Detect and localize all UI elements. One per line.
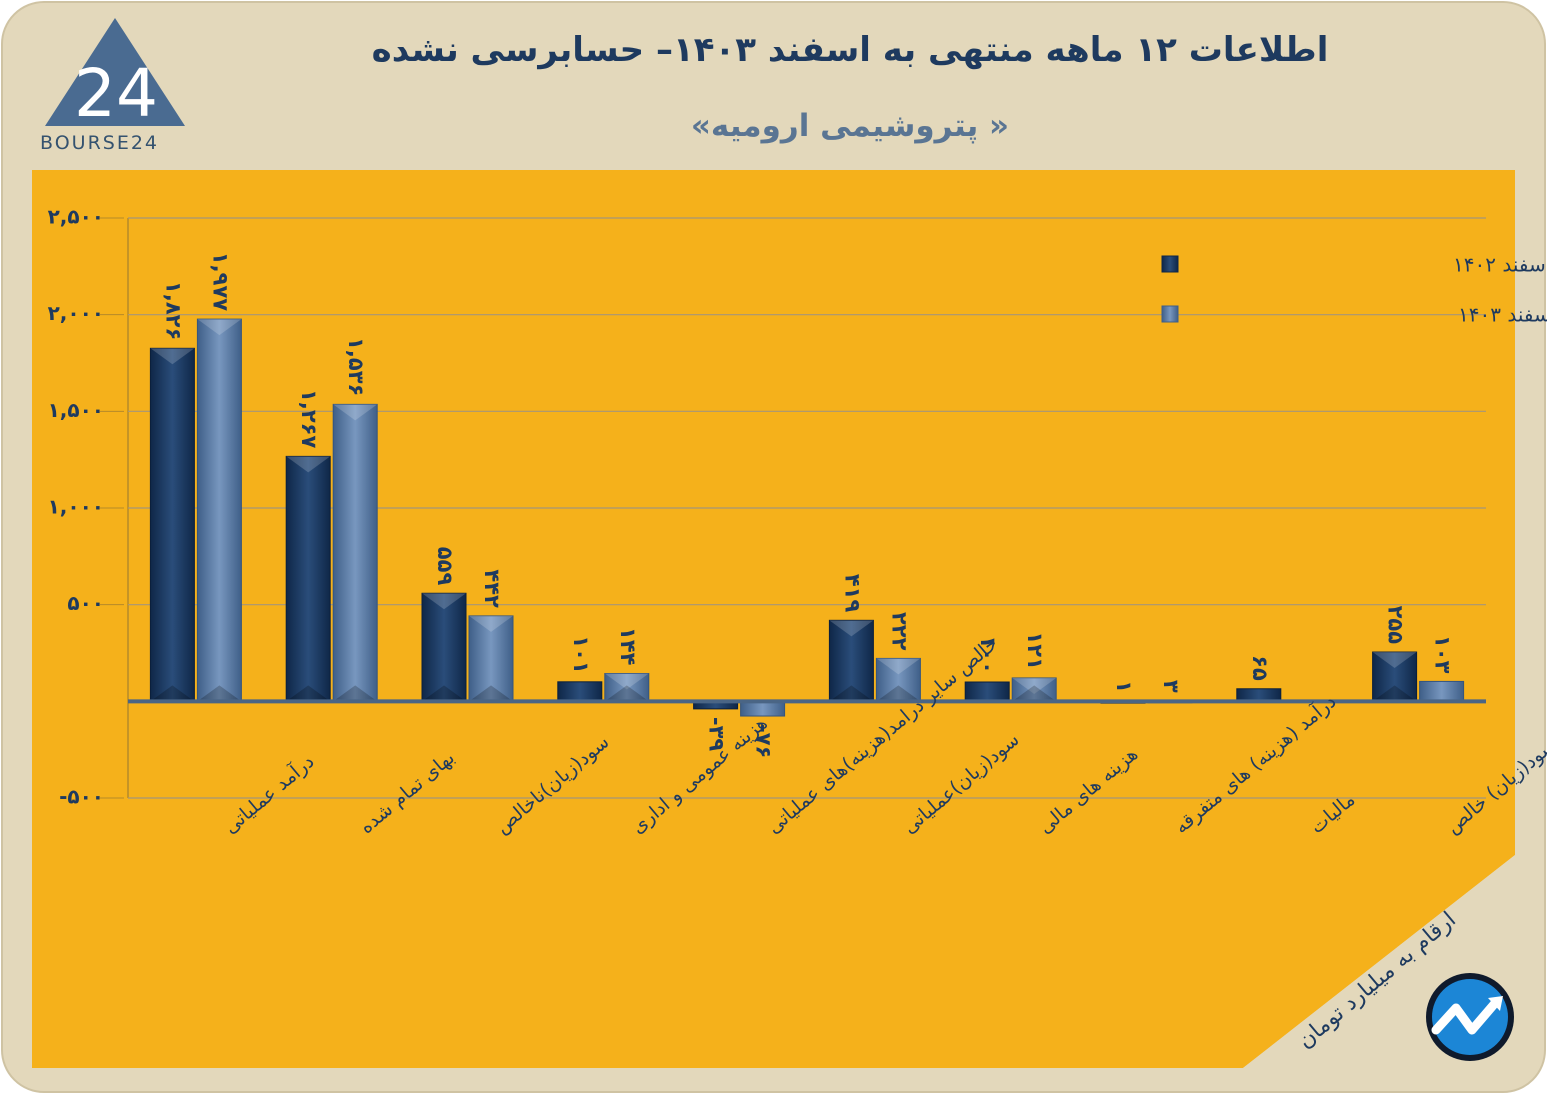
bar-1402 [421,592,467,702]
data-label: ۴۴۲ [480,569,504,608]
corner-band [1243,855,1515,1068]
bar-bevel-bottom [150,685,195,702]
legend-swatch-1403 [1161,305,1179,323]
bar-1403 [332,403,378,702]
company-name: « پتروشیمی ارومیه» [690,108,1010,144]
y-tick-label: ۵۰۰ [67,591,104,615]
bar-1402 [557,681,603,702]
y-tick-label: -۵۰۰ [59,785,104,809]
bar-bevel-bottom [604,685,649,702]
bar-bevel-top [1012,677,1057,694]
logo-number: 24 [74,55,158,132]
legend: عملکرد منتهی به اسفند ۱۴۰۲ عملکرد منتهی … [1161,253,1547,327]
data-label: ۲۲۲ [887,612,911,651]
y-tick-label: ۱,۰۰۰ [48,495,104,519]
bar-bevel-bottom [1012,685,1057,702]
bar-bevel-bottom [197,685,242,702]
bar-bevel-bottom [829,685,874,702]
trend-badge-icon [1426,973,1514,1061]
bar-1403 [875,657,921,702]
bar-bevel-top [286,456,331,473]
legend-swatch-1402 [1161,255,1179,273]
data-label: ۱۰۱ [569,635,593,673]
data-label: -۳۹ [705,717,729,752]
data-label: ۴۱۹ [840,574,864,613]
bar-1402 [1372,651,1418,702]
bar-bevel-top [1372,652,1417,669]
data-label: ۱۴۴ [616,627,640,666]
bar-bevel-bottom [333,685,378,702]
y-tick-label: ۱,۵۰۰ [48,398,104,422]
bar-bevel-top [422,593,466,610]
logo-wordmark: BOURSE24 [40,132,160,154]
bar-1402 [964,681,1010,702]
bar-bevel-top [150,348,195,365]
y-tick-label: ۲,۵۰۰ [48,205,104,229]
bar-1402 [149,347,195,702]
bar-bevel-bottom [1372,685,1417,702]
bar-1402 [285,455,331,702]
data-label: ۳ [1159,680,1183,693]
data-label: ۱,۵۳۶ [344,337,368,396]
bar-1403 [468,615,514,702]
y-tick-label: ۲,۰۰۰ [48,301,104,325]
data-label: ۱,۲۶۷ [297,389,321,448]
bar-1403 [196,318,242,702]
bar-1403 [1419,680,1465,702]
bar-bevel-bottom [422,685,466,702]
bar-1403 [604,672,650,702]
bar-1402 [828,619,874,702]
bar-bevel-bottom [469,685,513,702]
data-label: ۱ [1112,680,1136,693]
data-label: ۱۲۱ [1023,631,1047,669]
page-title: اطلاعات ۱۲ ماهه منتهی به اسفند ۱۴۰۳– حسا… [371,30,1329,70]
bar-bevel-bottom [876,685,921,702]
bar-bevel-top [604,673,649,690]
data-label: ۱,۸۲۶ [161,281,185,340]
bar-bevel-top [333,404,378,421]
bar-bevel-bottom [286,685,331,702]
data-label: ۱۰۳ [1431,635,1455,674]
legend-label-1403: عملکرد منتهی به اسفند ۱۴۰۳ [1458,303,1547,327]
bar-bevel-top [829,620,874,637]
data-label: -۷۶ [752,724,776,758]
data-label: ۱۰۰ [976,636,1000,674]
bar-bevel-top [876,658,921,675]
bar-bevel-top [469,615,513,632]
logo-triangle-icon [45,18,185,126]
bourse24-logo: 24 [45,18,185,132]
data-label: ۲۵۵ [1384,606,1408,645]
bar-1403 [740,700,786,717]
data-label: ۶۵ [1248,655,1272,681]
legend-label-1402: عملکرد منتهی به اسفند ۱۴۰۲ [1453,253,1547,277]
data-label: ۵۵۹ [433,547,457,586]
bar-bevel-top [197,319,242,336]
data-label: ۱,۹۷۷ [208,252,232,311]
